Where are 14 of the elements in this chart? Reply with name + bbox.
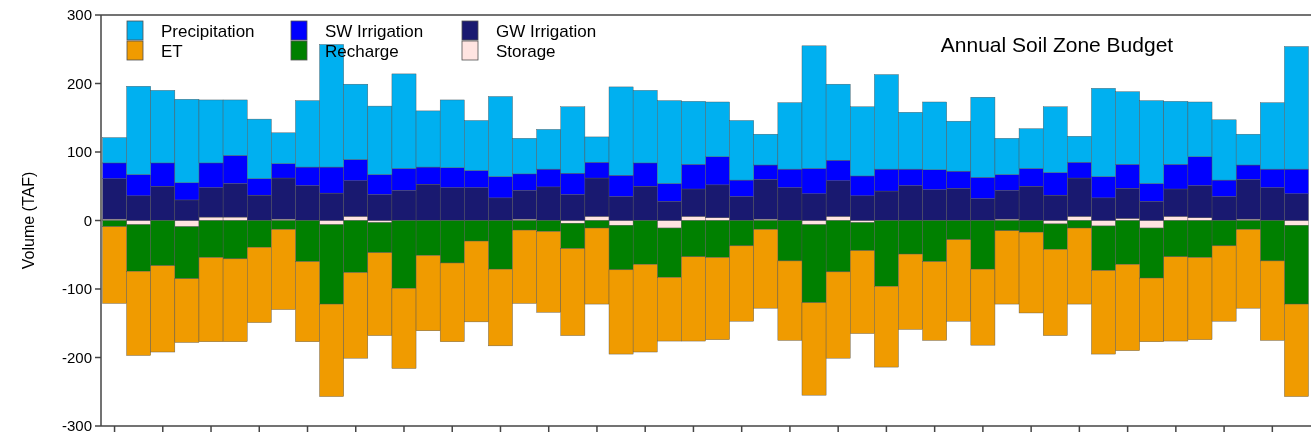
y-tick-label: 300 [66,6,92,24]
legend-label: SW Irrigation [325,21,424,41]
text: Annual Soil Zone Budget [940,33,1174,56]
legend-label: Storage [496,41,556,61]
legend-label: ET [161,41,183,61]
y-tick-label: 200 [66,74,92,92]
y-tick-label: 100 [66,143,92,161]
y-tick-label: -300 [61,417,92,435]
y-tick-label: 0 [83,211,92,229]
y-tick-label: -100 [61,280,92,298]
y-tick-label: -200 [61,348,92,366]
y-axis-title: Volume (TAF) [20,171,37,270]
legend-label: GW Irrigation [496,21,597,41]
legend-label: Precipitation [161,21,255,41]
